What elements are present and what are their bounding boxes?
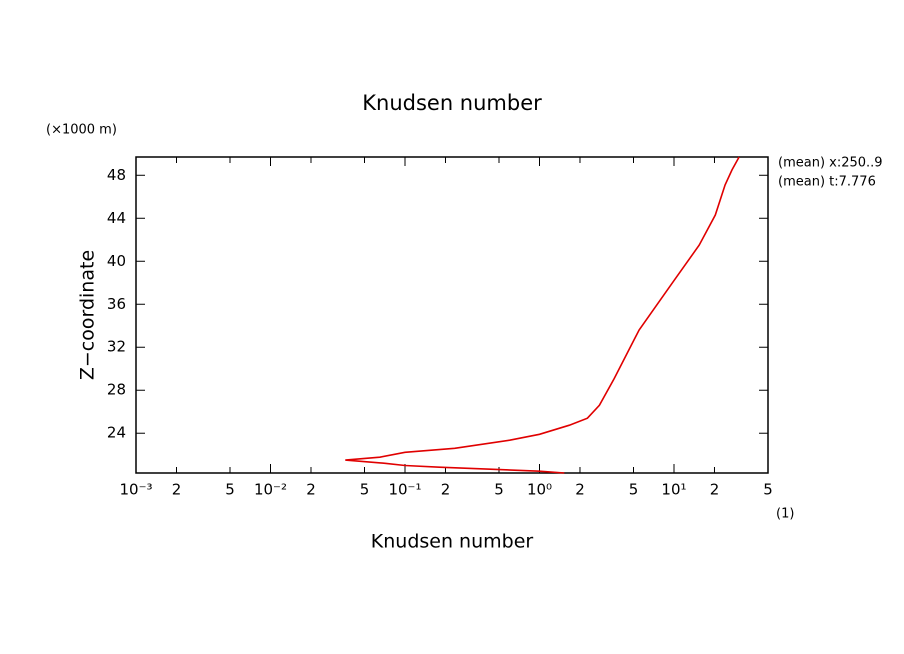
y-tick-label: 40 <box>107 252 126 270</box>
x-tick-label: 5 <box>763 481 773 499</box>
x-unit: (1) <box>776 507 794 522</box>
x-tick-label: 10⁰ <box>527 481 552 499</box>
y-tick-label: 28 <box>107 381 126 399</box>
x-tick-label: 5 <box>629 481 639 499</box>
y-tick-label: 44 <box>107 209 126 227</box>
x-tick-label: 10⁻³ <box>119 481 152 499</box>
x-axis-label: Knudsen number <box>371 531 534 553</box>
y-axis-label: Z−coordinate <box>77 250 99 380</box>
y-tick-label: 36 <box>107 295 126 313</box>
x-tick-label: 2 <box>710 481 720 499</box>
x-tick-label: 5 <box>360 481 370 499</box>
x-tick-label: 10¹ <box>661 481 686 499</box>
x-tick-label: 10⁻² <box>254 481 287 499</box>
x-tick-label: 5 <box>225 481 235 499</box>
y-tick-label: 24 <box>107 424 126 442</box>
plot-frame <box>135 156 769 474</box>
y-tick-label: 32 <box>107 338 126 356</box>
y-unit: (×1000 m) <box>46 123 117 138</box>
x-tick-label: 10⁻¹ <box>388 481 421 499</box>
annotation: (mean) x:250..9 <box>778 156 883 171</box>
x-tick-label: 2 <box>172 481 182 499</box>
x-tick-label: 2 <box>575 481 585 499</box>
x-tick-label: 2 <box>306 481 316 499</box>
annotation: (mean) t:7.776 <box>778 175 876 190</box>
x-tick-label: 5 <box>494 481 504 499</box>
x-tick-label: 2 <box>441 481 451 499</box>
chart-title: Knudsen number <box>362 91 542 115</box>
y-tick-label: 48 <box>107 166 126 184</box>
data-line <box>345 156 740 474</box>
